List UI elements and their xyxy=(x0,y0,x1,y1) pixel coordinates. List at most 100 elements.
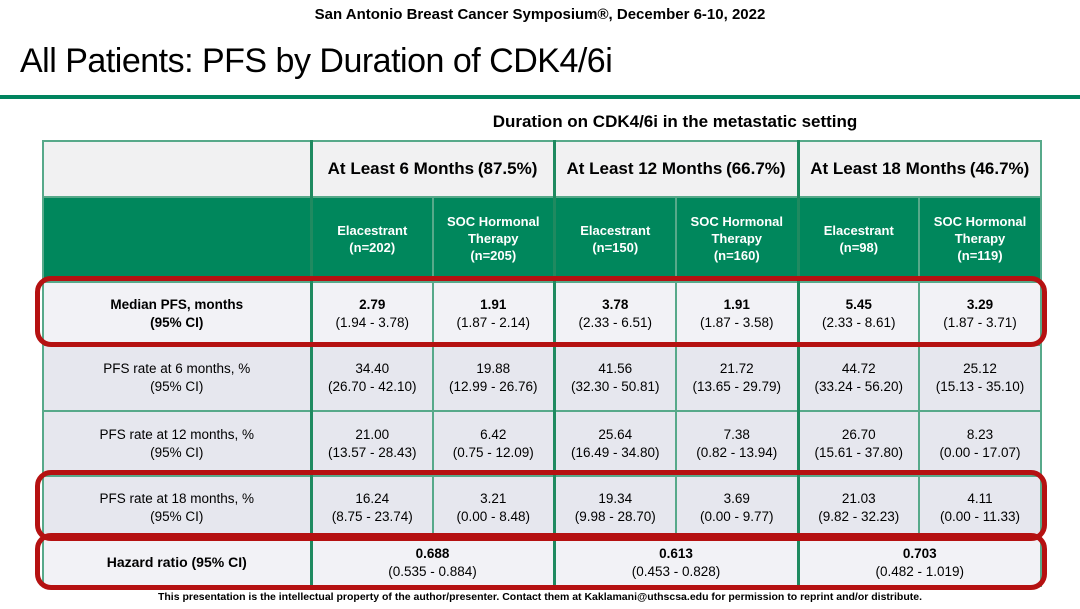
arm-name: Elacestrant xyxy=(580,222,651,238)
ci: (0.00 - 9.77) xyxy=(699,508,774,524)
ci: (26.70 - 42.10) xyxy=(327,379,417,394)
group-header-18mo: At Least 18 Months (46.7%) xyxy=(796,140,1043,198)
data-cell: 3.29 (1.87 - 3.71) xyxy=(918,281,1043,346)
data-cell: 16.24 (8.75 - 23.74) xyxy=(309,475,434,540)
value: 26.70 xyxy=(841,426,876,442)
hazard-cell: 0.613 (0.453 - 0.828) xyxy=(552,538,800,587)
value: 16.24 xyxy=(355,490,390,506)
data-cell: 21.03 (9.82 - 32.23) xyxy=(796,475,921,540)
arm-header: SOC Hormonal Therapy (n=160) xyxy=(675,196,800,283)
data-cell: 3.78 (2.33 - 6.51) xyxy=(552,281,678,346)
data-cell: 3.21 (0.00 - 8.48) xyxy=(431,475,556,540)
ci: (0.535 - 0.884) xyxy=(388,563,477,579)
value: 21.03 xyxy=(841,490,876,506)
arm-header: SOC Hormonal Therapy (n=119) xyxy=(918,196,1043,283)
value: 3.78 xyxy=(602,296,629,312)
value: 21.72 xyxy=(719,361,754,377)
ci: (0.453 - 0.828) xyxy=(631,563,721,579)
ci: (2.33 - 6.51) xyxy=(578,314,653,330)
ci: (2.33 - 8.61) xyxy=(821,314,896,330)
value: 1.91 xyxy=(723,296,750,312)
ci: (13.65 - 29.79) xyxy=(692,379,782,394)
ci: (33.24 - 56.20) xyxy=(814,379,904,394)
ci: (0.00 - 8.48) xyxy=(456,508,531,524)
group-label: At Least 18 Months xyxy=(810,159,967,179)
arm-header: Elacestrant (n=202) xyxy=(309,196,434,283)
ci: (1.87 - 3.71) xyxy=(943,314,1017,330)
row-label-text: PFS rate at 18 months, % xyxy=(99,490,255,506)
data-cell: 19.88 (12.99 - 26.76) xyxy=(431,344,556,412)
value: 8.23 xyxy=(966,426,994,442)
ci: (0.00 - 11.33) xyxy=(939,508,1021,524)
value: 19.88 xyxy=(476,361,511,377)
value: 0.703 xyxy=(902,545,937,561)
table-caption: Duration on CDK4/6i in the metastatic se… xyxy=(492,112,858,131)
value: 41.56 xyxy=(598,361,633,377)
ci: (0.82 - 13.94) xyxy=(696,444,778,460)
data-cell: 41.56 (32.30 - 50.81) xyxy=(552,344,678,412)
ci: (8.75 - 23.74) xyxy=(331,508,413,524)
hazard-cell: 0.688 (0.535 - 0.884) xyxy=(309,538,556,587)
row-sublabel: (95% CI) xyxy=(150,379,204,394)
arm-header: Elacestrant (n=150) xyxy=(552,196,678,283)
row-pfs-12mo: PFS rate at 12 months, % (95% CI) 21.00 (… xyxy=(42,410,1043,477)
arm-header: SOC Hormonal Therapy (n=205) xyxy=(431,196,556,283)
highlight-ring-pfs-18mo xyxy=(35,470,1047,541)
data-cell: 25.64 (16.49 - 34.80) xyxy=(552,410,678,477)
arm-n: (n=160) xyxy=(713,247,760,263)
data-cell: 25.12 (15.13 - 35.10) xyxy=(918,344,1043,412)
row-label: PFS rate at 18 months, % (95% CI) xyxy=(42,475,312,540)
data-cell: 3.69 (0.00 - 9.77) xyxy=(675,475,800,540)
arm-name: SOC Hormonal Therapy xyxy=(933,214,1027,247)
group-pct: (66.7%) xyxy=(726,159,786,179)
ci: (0.482 - 1.019) xyxy=(875,563,965,579)
corner-cell xyxy=(42,140,312,198)
arm-name: SOC Hormonal Therapy xyxy=(690,214,783,247)
ci: (15.61 - 37.80) xyxy=(814,444,904,460)
value: 3.29 xyxy=(966,296,994,312)
data-cell: 7.38 (0.82 - 13.94) xyxy=(675,410,800,477)
row-label-text: PFS rate at 12 months, % xyxy=(99,426,255,442)
data-cell: 5.45 (2.33 - 8.61) xyxy=(796,281,921,346)
row-pfs-18mo: PFS rate at 18 months, % (95% CI) 16.24 (… xyxy=(42,475,1043,540)
value: 7.38 xyxy=(723,426,750,442)
pfs-table-wrap: At Least 6 Months (87.5%) At Least 12 Mo… xyxy=(42,140,1043,587)
title-underline xyxy=(0,95,1080,99)
group-label: At Least 6 Months xyxy=(327,159,475,179)
row-sublabel: (95% CI) xyxy=(150,444,204,460)
value: 34.40 xyxy=(355,361,390,377)
data-cell: 19.34 (9.98 - 28.70) xyxy=(552,475,678,540)
data-cell: 44.72 (33.24 - 56.20) xyxy=(796,344,921,412)
data-cell: 2.79 (1.94 - 3.78) xyxy=(309,281,434,346)
row-sublabel: (95% CI) xyxy=(150,508,204,524)
data-cell: 21.00 (13.57 - 28.43) xyxy=(309,410,434,477)
arm-n: (n=119) xyxy=(957,247,1003,263)
highlight-ring-median-pfs xyxy=(35,276,1047,347)
row-label: PFS rate at 6 months, % (95% CI) xyxy=(42,344,312,412)
data-cell: 1.91 (1.87 - 3.58) xyxy=(675,281,800,346)
value: 25.12 xyxy=(963,361,997,377)
value: 4.11 xyxy=(967,490,993,506)
value: 19.34 xyxy=(598,490,633,506)
arm-header-row: Elacestrant (n=202) SOC Hormonal Therapy… xyxy=(42,196,1043,283)
group-pct: (87.5%) xyxy=(477,159,538,179)
value: 2.79 xyxy=(359,296,386,312)
value: 1.91 xyxy=(480,296,507,312)
row-label: PFS rate at 12 months, % (95% CI) xyxy=(42,410,312,477)
group-header-row: At Least 6 Months (87.5%) At Least 12 Mo… xyxy=(42,140,1043,198)
ci: (32.30 - 50.81) xyxy=(570,379,660,394)
ci: (1.94 - 3.78) xyxy=(335,314,410,330)
data-cell: 34.40 (26.70 - 42.10) xyxy=(309,344,434,412)
row-label-text: PFS rate at 6 months, % xyxy=(103,361,251,377)
arm-n: (n=150) xyxy=(592,239,639,255)
row-hazard-ratio: Hazard ratio (95% CI) 0.688 (0.535 - 0.88… xyxy=(42,538,1043,587)
arm-header: Elacestrant (n=98) xyxy=(796,196,921,283)
group-header-12mo: At Least 12 Months (66.7%) xyxy=(552,140,800,198)
value: 0.613 xyxy=(659,545,693,561)
value: 5.45 xyxy=(845,296,872,312)
data-cell: 4.11 (0.00 - 11.33) xyxy=(918,475,1043,540)
value: 3.69 xyxy=(723,490,750,506)
value: 21.00 xyxy=(355,426,390,442)
row-pfs-6mo: PFS rate at 6 months, % (95% CI) 34.40 (2… xyxy=(42,344,1043,412)
